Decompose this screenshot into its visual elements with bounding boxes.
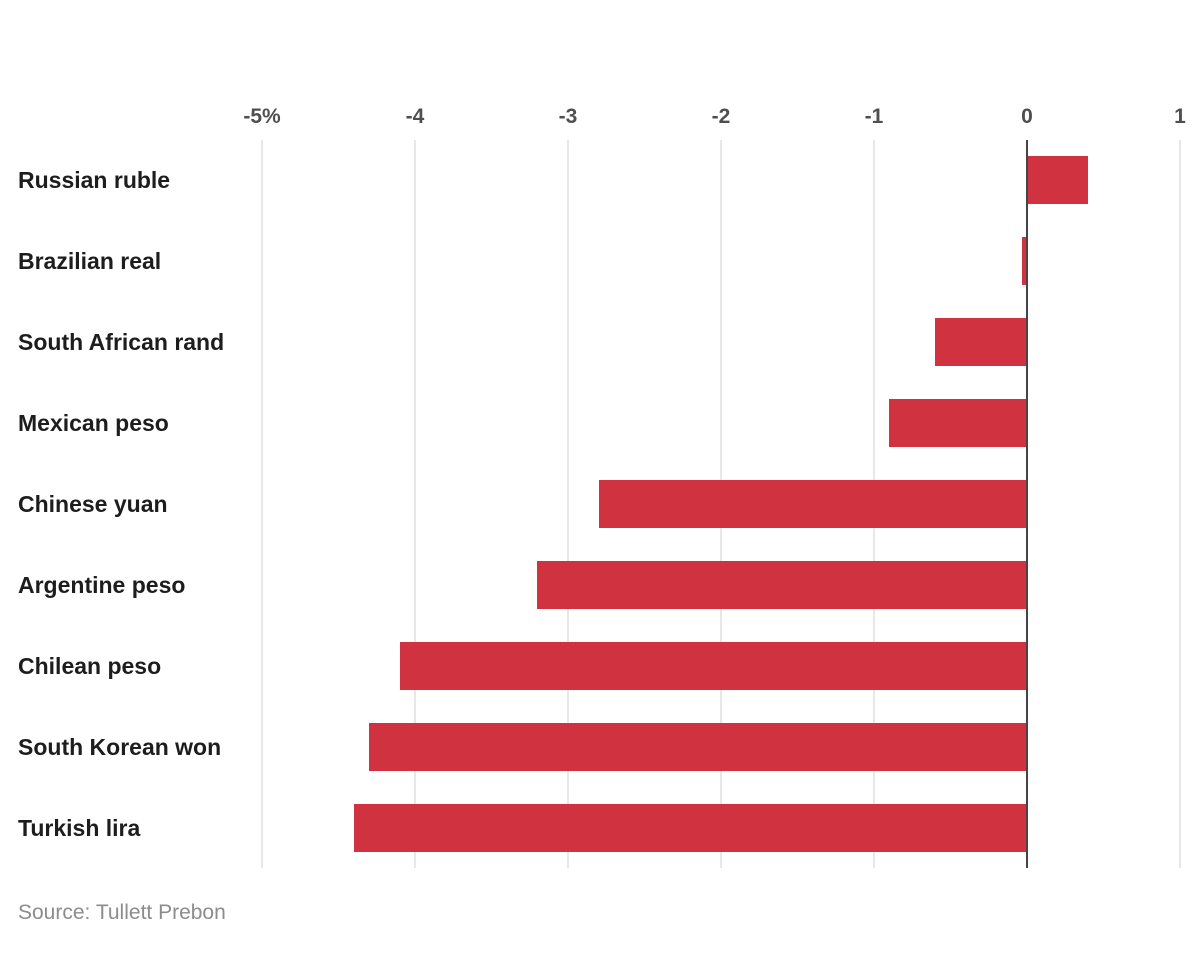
category-label-south-korean-won: South Korean won — [18, 733, 222, 760]
zero-axis-line — [1026, 140, 1028, 868]
bar-turkish-lira — [353, 803, 1027, 852]
source-note: Source: Tullett Prebon — [18, 901, 226, 924]
bar-mexican-peso — [889, 399, 1027, 448]
gridline-neg5 — [261, 140, 263, 868]
bar-argentine-peso — [537, 560, 1027, 609]
x-tick-label-neg1: -1 — [864, 105, 884, 128]
category-label-chilean-peso: Chilean peso — [18, 652, 162, 679]
category-label-argentine-peso: Argentine peso — [18, 571, 186, 598]
bar-chilean-peso — [399, 641, 1027, 690]
x-tick-label-0: 0 — [1021, 105, 1033, 128]
gridline-neg3 — [567, 140, 569, 868]
bar-brazilian-real — [1022, 237, 1027, 286]
x-tick-label-neg3: -3 — [558, 105, 578, 128]
gridline-1 — [1179, 140, 1181, 868]
gridline-neg4 — [414, 140, 416, 868]
category-label-chinese-yuan: Chinese yuan — [18, 491, 168, 517]
category-label-turkish-lira: Turkish lira — [18, 814, 141, 841]
x-tick-label-neg5: -5% — [243, 105, 281, 128]
bar-russian-ruble — [1027, 156, 1089, 205]
x-tick-label-neg2: -2 — [711, 105, 731, 128]
category-label-brazilian-real: Brazilian real — [18, 248, 162, 275]
x-tick-label-neg4: -4 — [405, 105, 425, 128]
bar-south-african-rand — [935, 318, 1027, 367]
category-label-mexican-peso: Mexican peso — [18, 410, 169, 437]
category-label-russian-ruble: Russian ruble — [18, 167, 171, 194]
category-label-south-african-rand: South African rand — [18, 329, 225, 356]
bar-chinese-yuan — [598, 480, 1027, 528]
bar-south-korean-won — [369, 722, 1027, 771]
x-tick-label-1: 1 — [1174, 105, 1186, 128]
